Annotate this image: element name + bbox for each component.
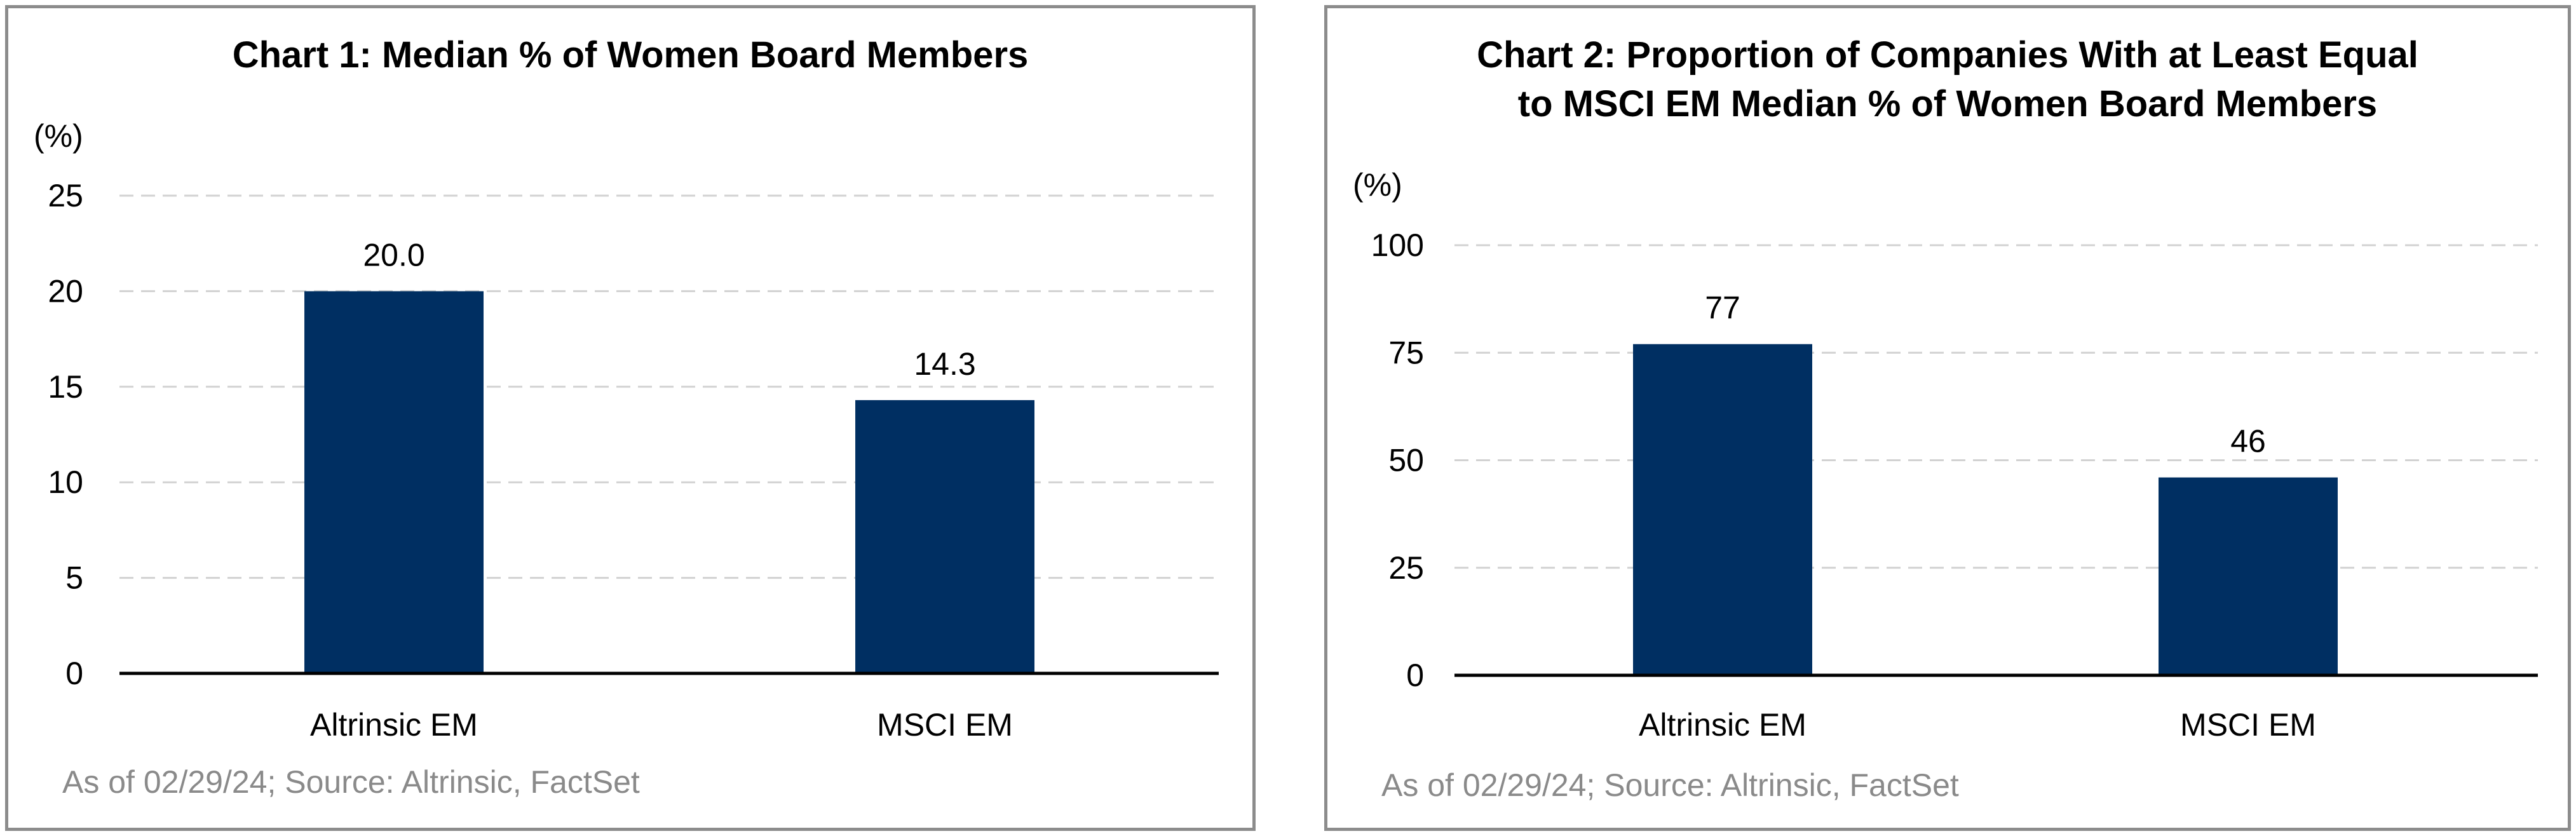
chart-2-bar-value-label: 46: [2230, 424, 2266, 459]
chart-2-bar-value-label: 77: [1705, 290, 1740, 326]
chart-1-y-tick-label: 5: [65, 560, 83, 596]
chart-2-svg: Chart 2: Proportion of Companies With at…: [1353, 34, 2538, 803]
chart-2-bar-1: [1633, 344, 1812, 675]
chart-1-y-tick-label: 10: [48, 464, 83, 500]
chart-2-y-tick-label: 0: [1406, 657, 1424, 693]
chart-panel-1: Chart 1: Median % of Women Board Members…: [5, 5, 1256, 831]
chart-1-bar-value-label: 20.0: [363, 237, 424, 273]
chart-1-x-category-label: MSCI EM: [877, 707, 1013, 743]
chart-2-source-note: As of 02/29/24; Source: Altrinsic, FactS…: [1381, 767, 1959, 803]
chart-2-y-tick-label: 50: [1388, 443, 1424, 478]
chart-1-bar-value-label: 14.3: [914, 346, 975, 382]
chart-1-y-tick-label: 15: [48, 369, 83, 405]
chart-2-title-line-2: to MSCI EM Median % of Women Board Membe…: [1518, 83, 2377, 125]
chart-1-y-unit-label: (%): [34, 118, 83, 154]
chart-2-y-tick-label: 75: [1388, 335, 1424, 370]
chart-2-bar-2: [2159, 477, 2338, 675]
chart-2-x-category-label: Altrinsic EM: [1639, 707, 1807, 743]
chart-1-bar-1: [304, 291, 484, 673]
chart-1-svg: Chart 1: Median % of Women Board Members…: [34, 34, 1219, 800]
chart-1-bar-2: [855, 400, 1034, 673]
chart-2-y-unit-label: (%): [1353, 167, 1402, 203]
chart-1-title: Chart 1: Median % of Women Board Members: [233, 34, 1029, 76]
chart-1-y-tick-label: 20: [48, 273, 83, 309]
chart-2-y-tick-label: 100: [1371, 227, 1424, 263]
chart-1-y-tick-label: 25: [48, 178, 83, 213]
chart-2-x-category-label: MSCI EM: [2180, 707, 2316, 743]
chart-1-source-note: As of 02/29/24; Source: Altrinsic, FactS…: [62, 764, 640, 800]
chart-panel-2: Chart 2: Proportion of Companies With at…: [1324, 5, 2571, 831]
chart-1-x-category-label: Altrinsic EM: [310, 707, 478, 743]
chart-2-title-line-1: Chart 2: Proportion of Companies With at…: [1477, 34, 2418, 76]
chart-2-y-tick-label: 25: [1388, 550, 1424, 586]
chart-1-y-tick-label: 0: [65, 656, 83, 691]
